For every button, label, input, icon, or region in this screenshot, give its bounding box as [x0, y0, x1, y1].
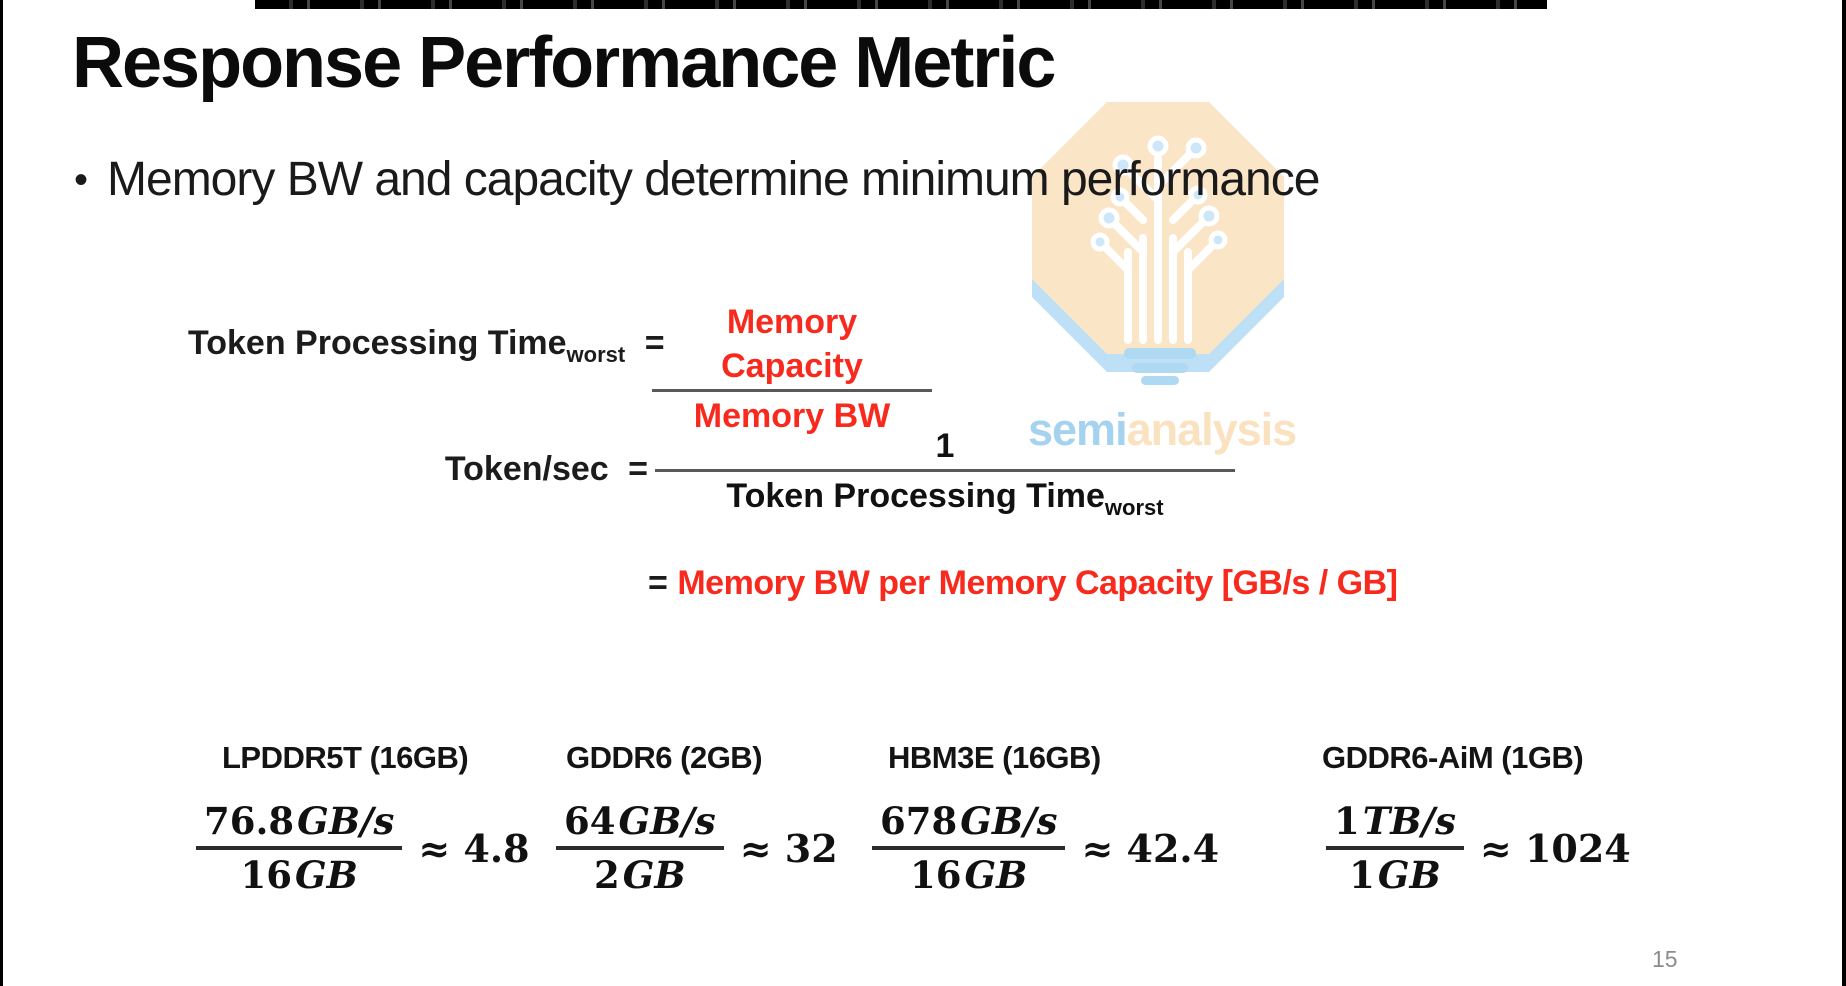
- example-name: GDDR6-AiM (1GB): [1322, 740, 1584, 775]
- example-fraction: 1TB/s 1GB: [1326, 798, 1464, 898]
- semianalysis-wordmark: semianalysis: [1028, 404, 1298, 456]
- denominator-unit: GB: [622, 853, 686, 897]
- numerator-unit: GB/s: [618, 799, 716, 843]
- denominator-unit: GB: [964, 853, 1028, 897]
- slide-title: Response Performance Metric: [72, 23, 1056, 103]
- example-name: HBM3E (16GB): [888, 740, 1101, 775]
- eq2-denominator: Token Processing Timeworst: [655, 472, 1235, 530]
- eq3-text: Memory BW per Memory Capacity [GB/s / GB…: [677, 564, 1398, 602]
- bullet-marker: •: [74, 158, 88, 202]
- example-result: ≈ 42.4: [1081, 825, 1220, 871]
- semianalysis-watermark: semianalysis: [1028, 100, 1298, 456]
- example-gddr6-aim: GDDR6-AiM (1GB) 1TB/s 1GB ≈ 1024: [1322, 740, 1631, 898]
- example-gddr6: GDDR6 (2GB) 64GB/s 2GB ≈ 32: [556, 740, 838, 898]
- example-name: GDDR6 (2GB): [566, 740, 763, 775]
- example-result: ≈ 32: [739, 825, 838, 871]
- eq3-equals: =: [648, 564, 668, 602]
- eq2-label: Token/sec =: [188, 448, 648, 490]
- numerator-unit: GB/s: [297, 799, 395, 843]
- numerator-value: 1: [1334, 799, 1360, 843]
- bullet-line: • Memory BW and capacity determine minim…: [74, 152, 1320, 207]
- example-lpddr5t: LPDDR5T (16GB) 76.8GB/s 16GB ≈ 4.8: [196, 740, 530, 898]
- right-border: [1842, 0, 1846, 986]
- denominator-value: 16: [910, 853, 962, 897]
- left-border: [0, 0, 3, 986]
- top-cropped-text-strip: [255, 0, 1547, 9]
- example-fraction: 64GB/s 2GB: [556, 798, 724, 898]
- eq1-denominator: Memory BW: [693, 397, 891, 435]
- eq2-denominator-text: Token Processing Time: [726, 477, 1105, 515]
- eq2-equals: =: [628, 450, 648, 488]
- example-calculation: 76.8GB/s 16GB ≈ 4.8: [196, 798, 530, 898]
- eq2-numerator: 1: [655, 424, 1235, 472]
- numerator-value: 76.8: [204, 799, 295, 843]
- numerator-value: 678: [880, 799, 958, 843]
- circuit-tree-lightbulb-icon: [1032, 102, 1284, 385]
- numerator-value: 64: [564, 799, 616, 843]
- eq2-fraction: 1 Token Processing Timeworst: [655, 424, 1235, 530]
- page-number: 15: [1652, 946, 1678, 972]
- bullet-text: Memory BW and capacity determine minimum…: [107, 153, 1320, 206]
- denominator-unit: GB: [1377, 853, 1441, 897]
- numerator-unit: GB/s: [960, 799, 1058, 843]
- example-calculation: 1TB/s 1GB ≈ 1024: [1326, 798, 1631, 898]
- example-result: ≈ 4.8: [418, 825, 530, 871]
- eq1-label-subscript: worst: [566, 341, 626, 367]
- example-hbm3e: HBM3E (16GB) 678GB/s 16GB ≈ 42.4: [872, 740, 1219, 898]
- wordmark-analysis: analysis: [1126, 404, 1298, 455]
- example-fraction: 76.8GB/s 16GB: [196, 798, 403, 898]
- denominator-value: 1: [1349, 853, 1375, 897]
- denominator-value: 2: [594, 853, 620, 897]
- eq1-numerator: Memory Capacity: [652, 300, 932, 392]
- numerator-unit: TB/s: [1362, 799, 1456, 843]
- eq1-fraction: Memory Capacity Memory BW: [652, 300, 932, 438]
- denominator-unit: GB: [294, 853, 358, 897]
- eq3-result-line: = Memory BW per Memory Capacity [GB/s / G…: [648, 564, 1398, 603]
- wordmark-semi: semi: [1028, 404, 1128, 455]
- example-name: LPDDR5T (16GB): [222, 740, 469, 775]
- example-calculation: 678GB/s 16GB ≈ 42.4: [872, 798, 1219, 898]
- eq2-label-text: Token/sec: [444, 450, 609, 488]
- eq1-label: Token Processing Timeworst =: [188, 322, 665, 376]
- denominator-value: 16: [240, 853, 292, 897]
- example-result: ≈ 1024: [1479, 825, 1631, 871]
- example-fraction: 678GB/s 16GB: [872, 798, 1066, 898]
- eq1-equals: =: [644, 324, 665, 362]
- eq1-label-text: Token Processing Time: [188, 324, 567, 362]
- example-calculation: 64GB/s 2GB ≈ 32: [556, 798, 838, 898]
- eq2-denominator-subscript: worst: [1104, 494, 1164, 520]
